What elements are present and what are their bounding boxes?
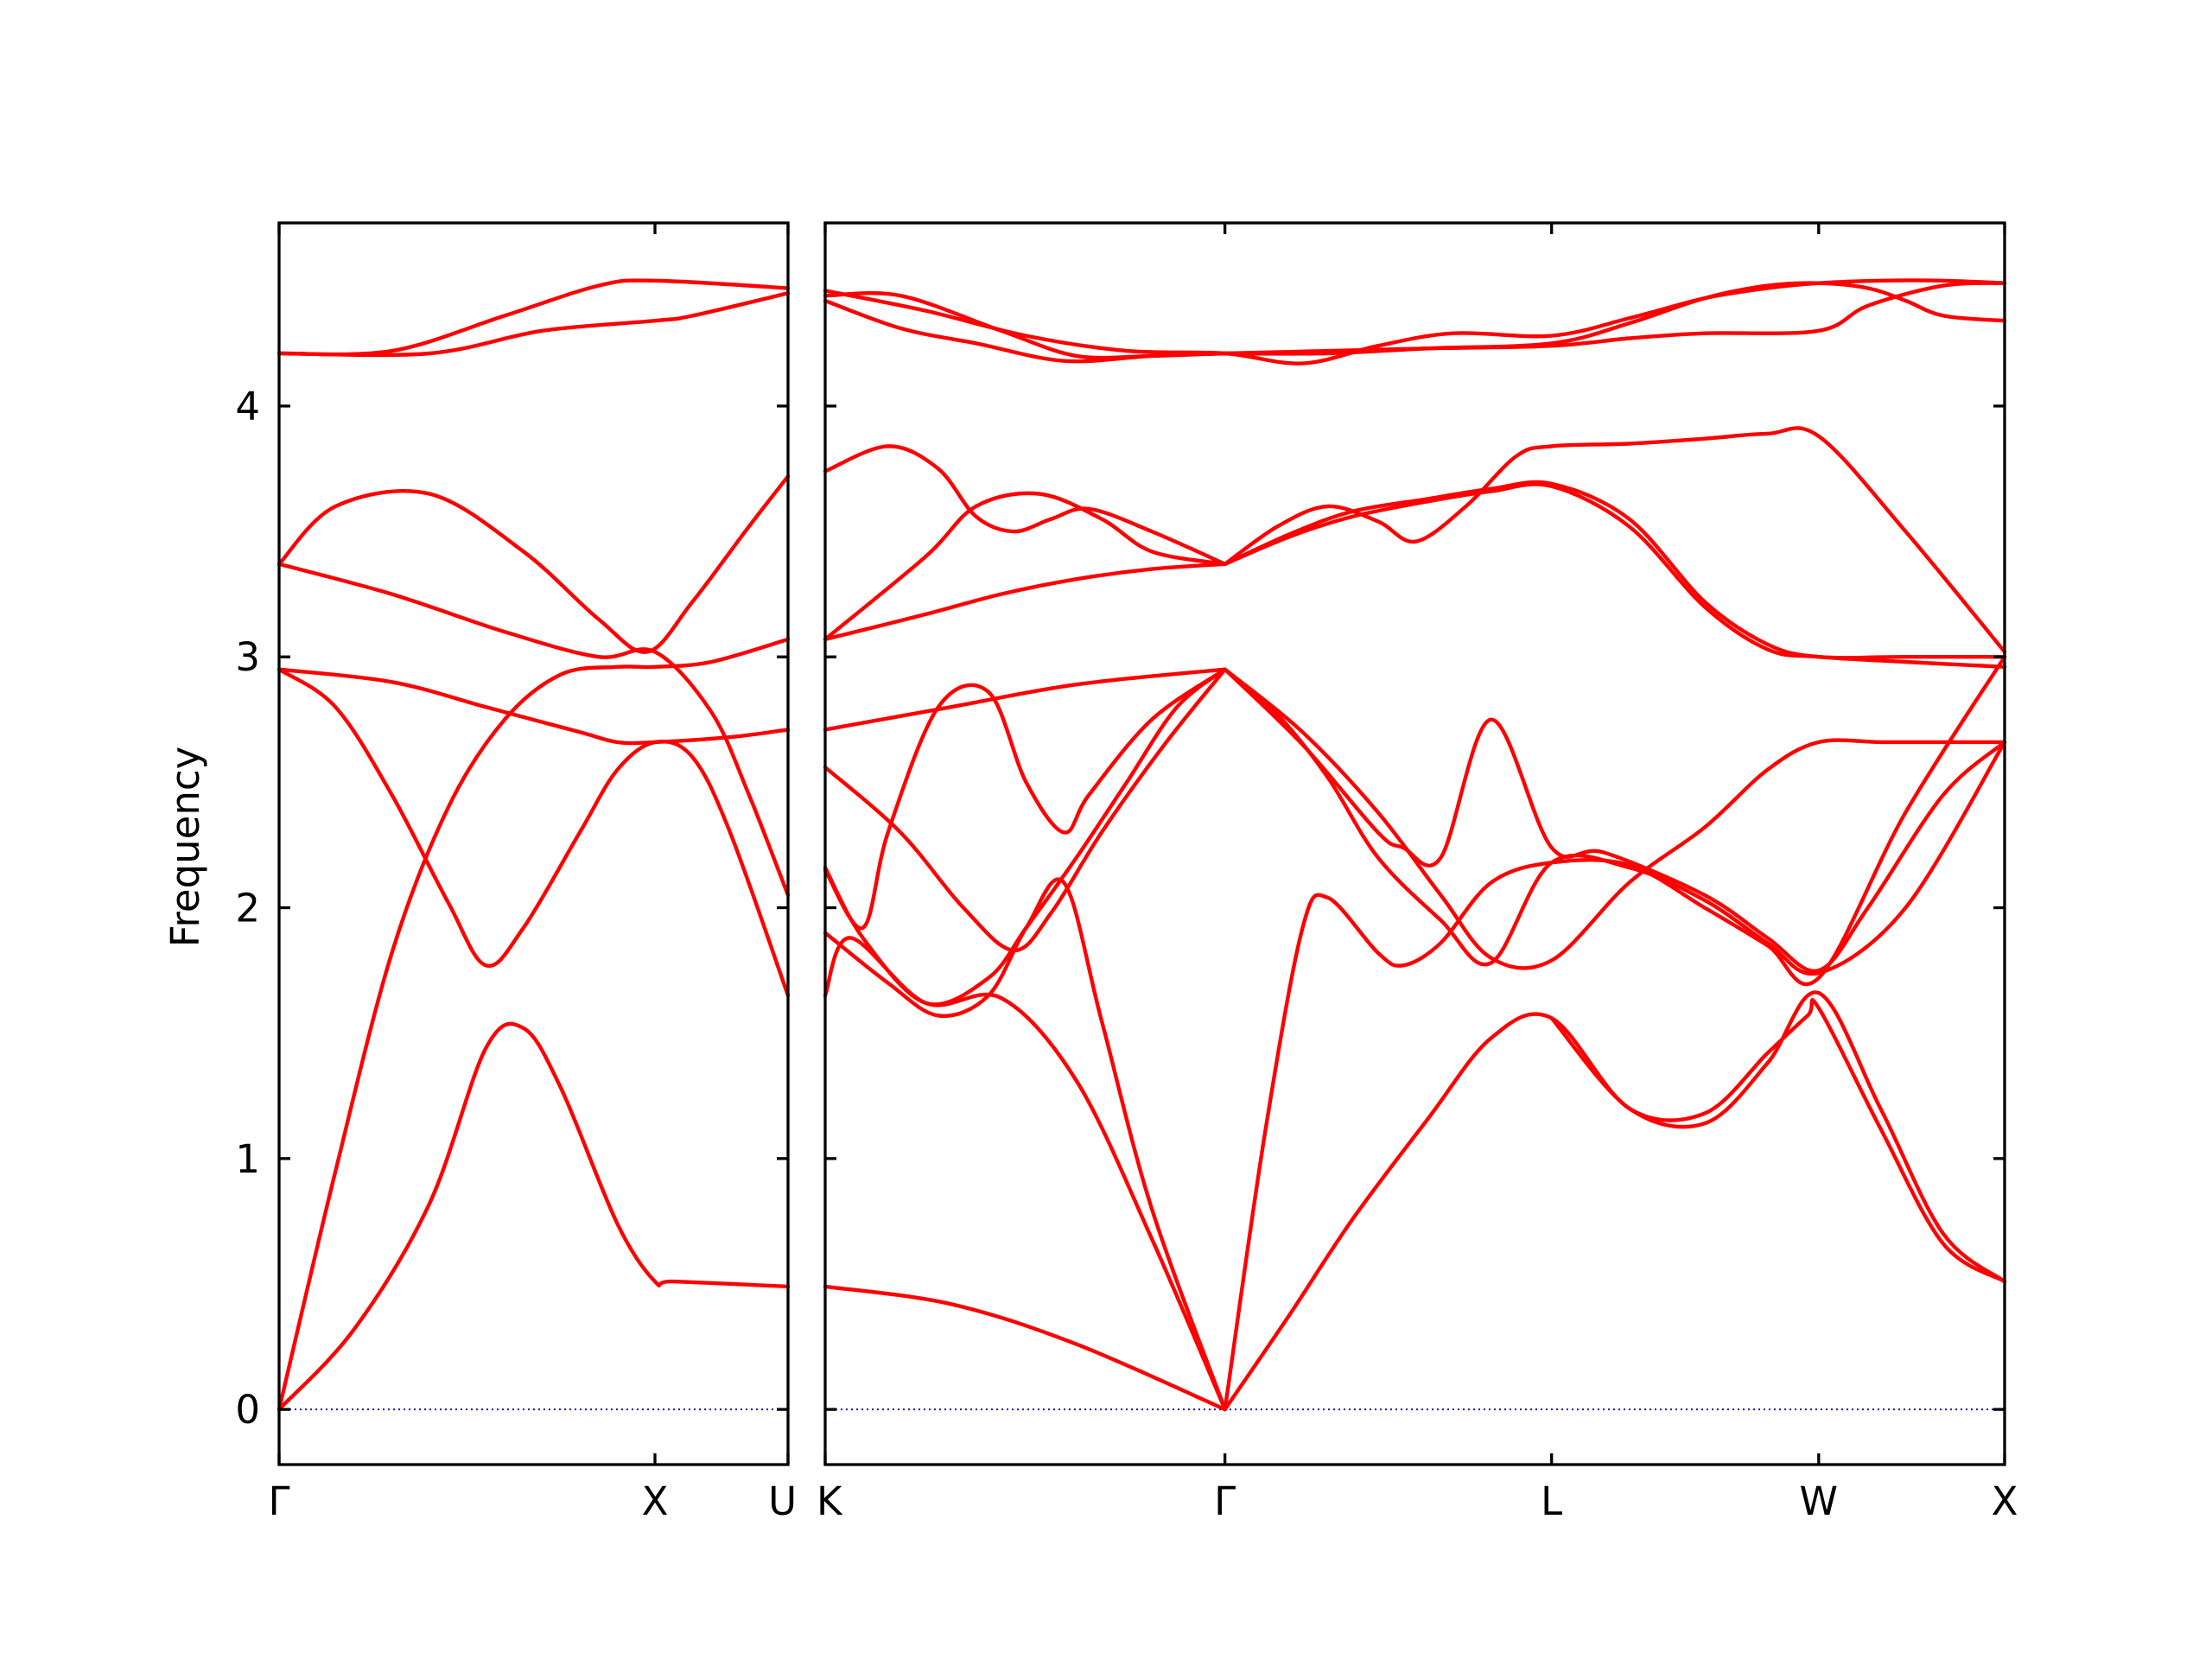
x-tick-label: Γ <box>268 1478 289 1524</box>
x-tick-label: X <box>1992 1478 2018 1524</box>
axes-frame <box>823 221 2006 1466</box>
x-tick-label: K <box>817 1478 843 1524</box>
y-axis-label: Frequency <box>162 747 208 947</box>
band-series-15 <box>823 562 1227 642</box>
band-series-11 <box>1223 667 2007 970</box>
y-tick-label: 4 <box>235 384 260 429</box>
band-series-19 <box>1223 482 2007 669</box>
band-series-8 <box>276 278 791 357</box>
band-series-4 <box>276 667 791 746</box>
y-tick-label: 0 <box>235 1387 260 1433</box>
band-series-8 <box>1223 998 2007 1412</box>
band-series-24 <box>1223 281 2007 356</box>
band-series-9 <box>1549 990 2007 1284</box>
band-series-14 <box>823 491 1227 642</box>
band-series-1 <box>276 1021 791 1412</box>
plot-panels: 0 1 2 3 4 Γ X U K Γ L W X <box>235 221 2018 1524</box>
x-tick-label: Γ <box>1214 1478 1236 1524</box>
band-series-6 <box>276 474 791 654</box>
band-series-5 <box>823 667 1227 931</box>
band-series-16 <box>823 444 1227 566</box>
x-tick-label: X <box>642 1478 669 1524</box>
band-series-1 <box>823 1284 1227 1412</box>
band-series-13 <box>1223 667 2007 976</box>
y-tick-label: 1 <box>235 1136 260 1182</box>
y-tick-label: 3 <box>235 634 260 680</box>
x-tick-label: L <box>1541 1478 1562 1524</box>
band-series-2 <box>823 936 1227 1412</box>
band-series-5 <box>276 562 791 898</box>
band-series-4 <box>823 667 1227 1007</box>
band-series-7 <box>276 291 791 358</box>
band-series-3 <box>276 667 791 998</box>
band-series-21 <box>823 298 1227 364</box>
band-series-23 <box>1223 281 2007 356</box>
band-series-7 <box>823 667 1227 732</box>
band-series-6 <box>823 667 1227 953</box>
panel-1: 0 1 2 3 4 Γ X U <box>235 221 797 1524</box>
band-series-18 <box>1223 426 2007 654</box>
x-tick-label: U <box>768 1478 797 1524</box>
band-series-2 <box>276 637 791 1412</box>
axes-frame <box>277 221 790 1466</box>
band-series-3 <box>823 877 1227 1412</box>
y-tick-label: 2 <box>235 886 260 931</box>
x-tick-label: W <box>1800 1478 1839 1524</box>
